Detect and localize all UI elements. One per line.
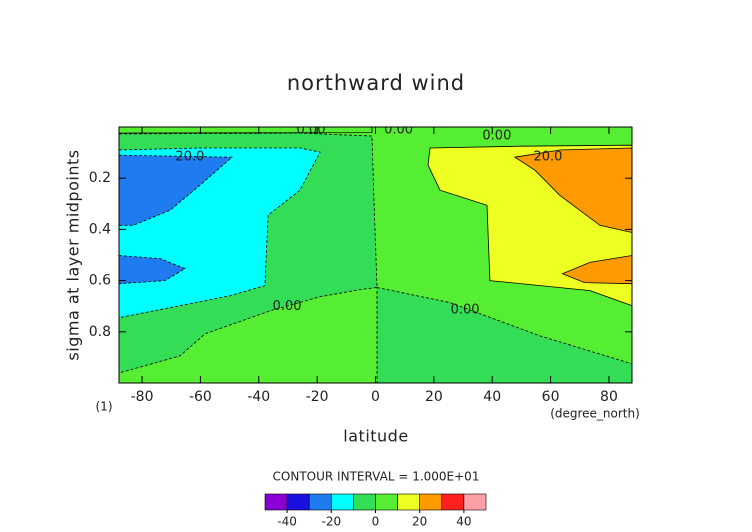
y-tick-label: 0.6 <box>89 273 111 289</box>
colorbar-tick-label: 20 <box>412 515 427 529</box>
colorbar-box <box>397 493 421 511</box>
contour-region <box>119 127 373 134</box>
colorbar-tick-label: 40 <box>456 515 471 529</box>
x-tick-label: 80 <box>600 389 618 405</box>
colorbar-box <box>308 493 332 511</box>
y-tick-label: 0.2 <box>89 170 111 186</box>
contour-label: 0.00 <box>273 299 302 314</box>
colorbar-box <box>264 493 288 511</box>
contour-region <box>376 287 632 383</box>
chart-title: northward wind <box>287 71 465 95</box>
contour-label: 0.00 <box>451 302 480 317</box>
colorbar-box <box>330 493 354 511</box>
x-axis-label: latitude <box>343 427 408 446</box>
colorbar-box <box>419 493 443 511</box>
contour-label: 20.0 <box>175 150 204 165</box>
colorbar-box <box>375 493 398 511</box>
y-tick-label: 0.4 <box>89 221 111 237</box>
plot-area: 0.00 0.00 0.00 20.0 20.0 0.00 0.00 <box>119 123 632 383</box>
colorbar-box <box>463 493 487 511</box>
contour-label: 0.00 <box>384 123 413 138</box>
x-tick-label: -40 <box>247 389 270 405</box>
x-tick-label: 20 <box>425 389 443 405</box>
x-axis-unit: (degree_north) <box>550 407 640 421</box>
x-tick-label: -20 <box>306 389 329 405</box>
y-tick-label: 0.8 <box>89 324 111 340</box>
x-tick-label: 40 <box>483 389 501 405</box>
x-tick-label: 0 <box>371 389 380 405</box>
x-tick-label: 60 <box>542 389 560 405</box>
colorbar-tick-label: -20 <box>321 515 341 529</box>
colorbar-tick-label: -40 <box>277 515 297 529</box>
contour-interval: CONTOUR INTERVAL = 1.000E+01 <box>273 470 480 484</box>
contour-region <box>561 255 632 285</box>
colorbar-tick-label: 0 <box>372 515 380 529</box>
contour-label: 20.0 <box>533 150 562 165</box>
contour-label: 0.00 <box>297 123 326 138</box>
contour-region <box>119 154 233 226</box>
x-tick-label: -60 <box>189 389 212 405</box>
colorbar-box <box>286 493 310 511</box>
x-tick-label: -80 <box>131 389 154 405</box>
colorbar-box <box>353 493 376 511</box>
y-axis-label: sigma at layer midpoints <box>64 149 83 360</box>
contour-label: 0.00 <box>482 128 511 143</box>
contour-region <box>119 255 186 285</box>
colorbar-box <box>441 493 465 511</box>
contour-region <box>513 147 632 233</box>
y-axis-unit: (1) <box>96 400 113 414</box>
